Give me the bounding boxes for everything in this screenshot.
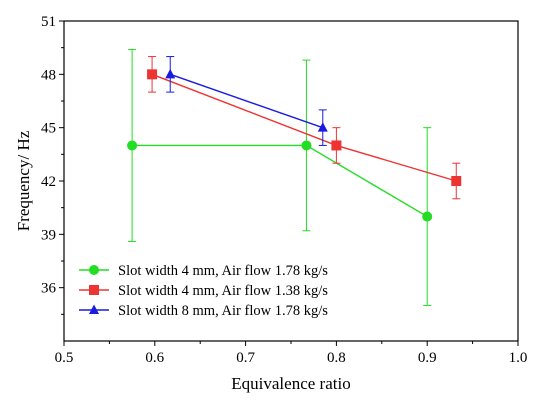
x-tick-label: 0.7 — [236, 350, 255, 366]
data-point — [317, 122, 328, 132]
series-line — [132, 144, 428, 218]
axis-ticks — [59, 20, 519, 346]
series-3 — [165, 56, 328, 146]
y-tick-label: 51 — [41, 14, 56, 30]
y-tick-label: 48 — [41, 67, 56, 83]
y-tick-label: 45 — [41, 121, 56, 137]
series-layer — [127, 48, 462, 306]
x-axis-label: Equivalence ratio — [231, 374, 350, 393]
x-tick-label: 0.5 — [55, 350, 74, 366]
legend-label: Slot width 8 mm, Air flow 1.78 kg/s — [118, 303, 328, 319]
legend-marker — [89, 265, 99, 275]
y-tick-label: 36 — [41, 281, 57, 297]
x-tick-label: 0.9 — [418, 350, 437, 366]
series-line — [151, 73, 457, 182]
legend-label: Slot width 4 mm, Air flow 1.78 kg/s — [118, 263, 328, 279]
data-point — [422, 211, 433, 222]
y-tick-label: 42 — [41, 174, 56, 190]
x-tick-label: 1.0 — [509, 350, 528, 366]
data-point — [147, 69, 158, 80]
data-point — [451, 176, 462, 186]
x-tick-label: 0.8 — [327, 350, 346, 366]
legend-marker — [89, 304, 99, 314]
x-tick-label: 0.6 — [145, 350, 164, 366]
legend-marker — [89, 285, 99, 295]
data-point — [301, 140, 312, 151]
y-tick-label: 39 — [41, 227, 56, 243]
y-axis-label: Frequency/ Hz — [14, 130, 33, 231]
legend: Slot width 4 mm, Air flow 1.78 kg/s Slot … — [79, 263, 328, 319]
legend-label: Slot width 4 mm, Air flow 1.38 kg/s — [118, 283, 328, 299]
data-point — [331, 140, 342, 151]
series-2 — [147, 56, 462, 200]
series-line — [170, 73, 324, 129]
axis-tick-labels: 0.5 0.6 0.7 0.8 0.9 1.0 36 39 42 45 48 51 — [41, 14, 527, 366]
series-1 — [127, 48, 433, 306]
data-point — [165, 68, 176, 79]
data-point — [127, 140, 138, 151]
